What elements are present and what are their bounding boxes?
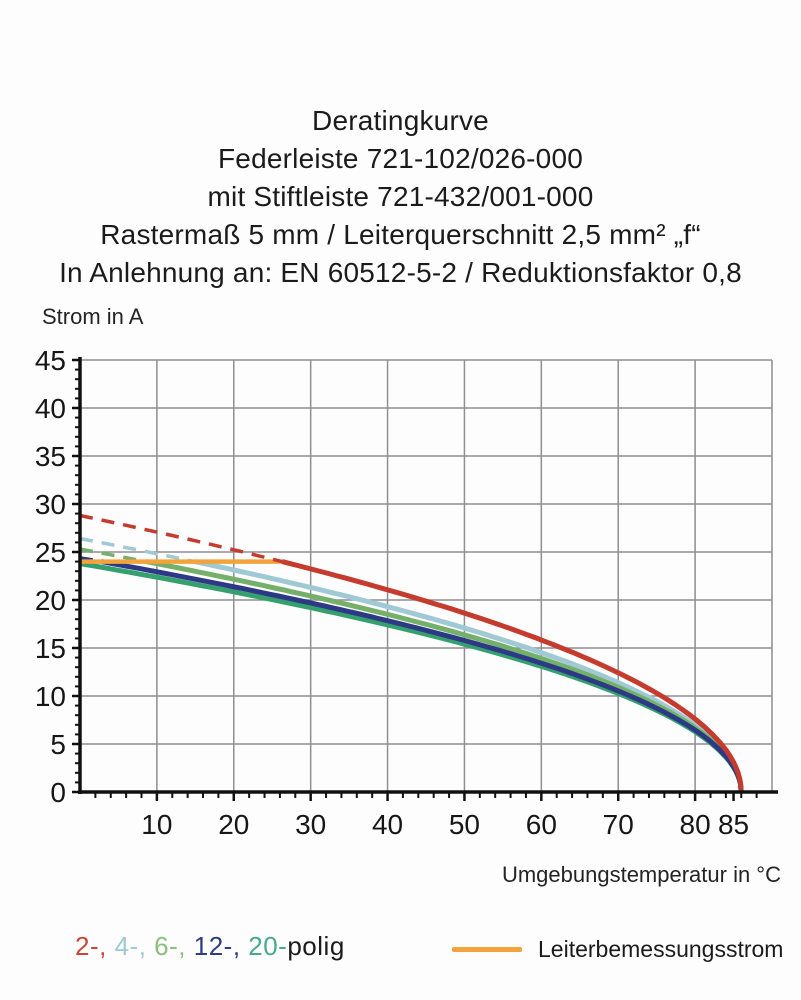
x-tick-label: 70 bbox=[603, 809, 634, 840]
y-tick-label: 30 bbox=[35, 489, 66, 520]
x-axis-label: Umgebungstemperatur in °C bbox=[501, 862, 781, 887]
y-tick-label: 45 bbox=[35, 345, 66, 376]
y-tick-label: 5 bbox=[50, 729, 66, 760]
title-line-5: In Anlehnung an: EN 60512-5-2 / Reduktio… bbox=[59, 257, 742, 288]
y-tick-label: 25 bbox=[35, 537, 66, 568]
x-tick-label: 50 bbox=[449, 809, 480, 840]
curve-2-polig-dashed bbox=[79, 513, 283, 564]
curve-2-polig bbox=[281, 559, 744, 793]
y-axis-label: Strom in A bbox=[42, 304, 144, 329]
y-tick-label: 15 bbox=[35, 633, 66, 664]
y-tick-label: 20 bbox=[35, 585, 66, 616]
x-tick-label: 60 bbox=[526, 809, 557, 840]
x-tick-label: 80 bbox=[680, 809, 711, 840]
x-tick-label: 30 bbox=[295, 809, 326, 840]
curve-6-polig bbox=[145, 559, 744, 793]
title-line-4: Rastermaß 5 mm / Leiterquerschnitt 2,5 m… bbox=[100, 219, 701, 250]
x-tick-label: 20 bbox=[218, 809, 249, 840]
legend-pole-label: 20- bbox=[248, 931, 288, 961]
y-tick-label: 0 bbox=[50, 777, 66, 808]
rated-current-line-swatch bbox=[452, 947, 522, 952]
legend-rated-current: Leiterbemessungsstrom bbox=[452, 936, 783, 963]
y-tick-label: 40 bbox=[35, 393, 66, 424]
legend-pole-counts: 2-, 4-, 6-, 12-, 20-polig bbox=[75, 931, 345, 962]
y-tick-label: 10 bbox=[35, 681, 66, 712]
title-line-2: Federleiste 721-102/026-000 bbox=[218, 143, 583, 174]
x-tick-label: 10 bbox=[141, 809, 172, 840]
legend-pole-suffix: polig bbox=[287, 931, 345, 961]
legend-pole-label: 4-, bbox=[114, 931, 155, 961]
legend-pole-label: 6-, bbox=[154, 931, 194, 961]
curve-12-polig bbox=[101, 559, 744, 793]
rated-current-label: Leiterbemessungsstrom bbox=[538, 936, 784, 962]
legend-pole-label: 2-, bbox=[75, 931, 115, 961]
curve-6-polig-dashed bbox=[79, 547, 147, 564]
curve-4-polig-dashed bbox=[79, 536, 195, 564]
curve-4-polig bbox=[194, 559, 744, 793]
title-line-1: Deratingkurve bbox=[312, 105, 489, 136]
x-tick-label: 85 bbox=[718, 809, 749, 840]
legend-pole-label: 12-, bbox=[193, 931, 249, 961]
chart-title-block: Deratingkurve Federleiste 721-102/026-00… bbox=[0, 102, 801, 292]
title-line-3: mit Stiftleiste 721-432/001-000 bbox=[207, 181, 594, 212]
x-tick-label: 40 bbox=[372, 809, 403, 840]
y-tick-label: 35 bbox=[35, 441, 66, 472]
